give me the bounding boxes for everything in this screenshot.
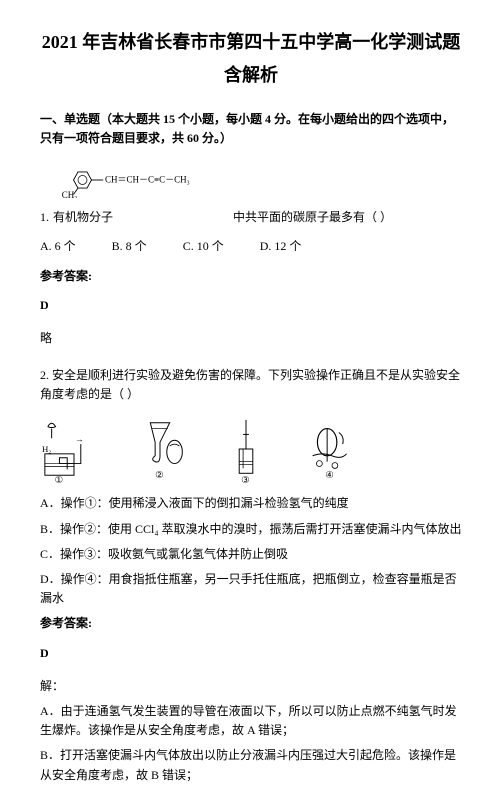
exam-title-line2: 含解析 <box>40 61 462 90</box>
q2-analysis-label: 解： <box>40 677 462 696</box>
benzene-structure-icon: CH＝CH－C≡C－CH₃ CH₃ <box>40 162 260 198</box>
svg-text:H₂: H₂ <box>42 444 51 454</box>
q2-analysis: 解： A．由于连通氢气发生装置的导管在液面以下，所以可以防止点燃不纯氢气时发生爆… <box>40 677 462 785</box>
svg-text:→: → <box>75 435 84 445</box>
q1-answer: D <box>40 296 462 315</box>
q2-answer-label: 参考答案: <box>40 614 462 633</box>
diagram-1-icon: H₂ → ① <box>40 414 108 484</box>
q2-answer: D <box>40 644 462 663</box>
diagram-4-icon: ④ <box>298 414 366 484</box>
svg-text:③: ③ <box>241 475 250 484</box>
q2-diagrams: H₂ → ① ② ③ ④ <box>40 414 462 484</box>
q2-analysis-a: A．由于连通氢气发生装置的导管在液面以下，所以可以防止点燃不纯氢气时发生爆炸。该… <box>40 702 462 740</box>
q1-answer-label: 参考答案: <box>40 267 462 286</box>
svg-text:CH₃: CH₃ <box>62 190 78 198</box>
question-1: CH＝CH－C≡C－CH₃ CH₃ 1. 有机物分子 中共平面的碳原子最多有（ … <box>40 158 462 348</box>
q1-option-d: D. 12 个 <box>260 237 302 256</box>
q1-number: 1. <box>40 208 49 227</box>
svg-text:CH＝CH－C≡C－CH₃: CH＝CH－C≡C－CH₃ <box>105 175 190 185</box>
q2-number: 2. <box>40 368 49 382</box>
svg-text:①: ① <box>55 475 64 484</box>
section-header: 一、单选题（本大题共 15 个小题，每小题 4 分。在每小题给出的四个选项中，只… <box>40 110 462 148</box>
q2-option-a: A．操作①：使用稀浸入液面下的倒扣漏斗检验氢气的纯度 <box>40 494 462 513</box>
q2-option-d: D．操作④：用食指抵住瓶塞，另一只手托住瓶底，把瓶倒立，检查容量瓶是否漏水 <box>40 570 462 608</box>
q1-explanation: 略 <box>40 329 462 348</box>
q1-option-c: C. 10 个 <box>183 237 224 256</box>
exam-title-line1: 2021 年吉林省长春市市第四十五中学高一化学测试题 <box>40 28 462 57</box>
q1-option-b: B. 8 个 <box>112 237 147 256</box>
svg-text:②: ② <box>155 471 164 482</box>
question-2: 2. 安全是顺利进行实验及避免伤害的保障。下列实验操作正确且不是从实验安全角度考… <box>40 366 462 785</box>
q1-option-a: A. 6 个 <box>40 237 76 256</box>
q2-option-b: B．操作②：使用 CCl₄ 萃取溴水中的溴时，振荡后需打开活塞使漏斗内气体放出 <box>40 520 462 539</box>
svg-text:④: ④ <box>325 471 334 482</box>
diagram-2-icon: ② <box>126 414 194 484</box>
q1-text-before: 有机物分子 <box>53 208 113 227</box>
q2-text: 安全是顺利进行实验及避免伤害的保障。下列实验操作正确且不是从实验安全角度考虑的是… <box>40 368 460 401</box>
q2-option-c: C．操作③：吸收氨气或氯化氢气体并防止倒吸 <box>40 545 462 564</box>
q1-text-after: 中共平面的碳原子最多有（ ） <box>233 208 392 227</box>
q1-options: A. 6 个 B. 8 个 C. 10 个 D. 12 个 <box>40 237 462 256</box>
q2-analysis-b: B．打开活塞使漏斗内气体放出以防止分液漏斗内压强过大引起危险。该操作是从安全角度… <box>40 746 462 784</box>
diagram-3-icon: ③ <box>212 414 280 484</box>
